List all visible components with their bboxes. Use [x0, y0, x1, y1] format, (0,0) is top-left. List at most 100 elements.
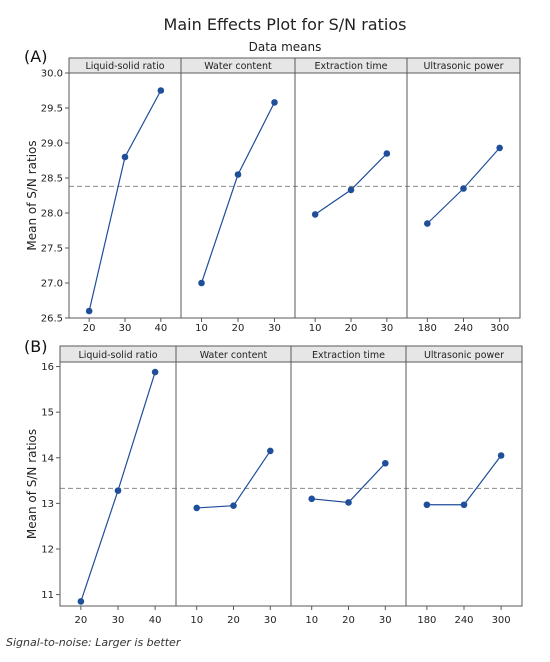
- y-tick-label: 29.0: [41, 139, 63, 150]
- data-point: [230, 502, 237, 509]
- x-tick-label: 30: [264, 615, 277, 626]
- data-point: [460, 185, 467, 192]
- x-tick-label: 40: [149, 615, 162, 626]
- panel-label: (A): [24, 47, 47, 66]
- y-tick-label: 28.0: [41, 209, 63, 220]
- data-point: [382, 459, 389, 467]
- factor-ultrasonic-power: Ultrasonic power 180 240 300: [405, 345, 523, 626]
- data-point: [347, 186, 355, 194]
- data-point: [114, 487, 122, 494]
- data-point: [496, 144, 503, 152]
- plot-frame: [405, 361, 523, 607]
- strip-label: Extraction time: [315, 61, 388, 72]
- series-line: [314, 153, 388, 215]
- factor-water-content: Water content 10 20 30: [175, 345, 292, 626]
- x-tick-label: 10: [309, 323, 322, 334]
- data-point: [267, 447, 274, 455]
- footnote: Signal-to-noise: Larger is better: [6, 636, 181, 649]
- x-tick-label: 20: [342, 615, 355, 626]
- x-tick-label: 300: [490, 323, 509, 334]
- plot-frame: [406, 72, 521, 319]
- data-point: [271, 99, 278, 106]
- y-tick-label: 26.5: [41, 314, 63, 325]
- panel-label: (B): [24, 337, 47, 356]
- plot-frame: [175, 361, 292, 607]
- plot-frame: [294, 72, 408, 319]
- data-point: [460, 501, 468, 509]
- panel-b: (B) Mean of S/N ratios 11 12 13 14 15 16 Liquid-…: [24, 337, 523, 626]
- y-tick-label: 28.5: [41, 174, 63, 185]
- data-point: [345, 499, 352, 506]
- factor-liquid-solid-ratio: Liquid-solid ratio 20 30 40: [68, 57, 182, 334]
- y-tick-label: 13: [41, 499, 54, 510]
- series-line: [196, 450, 271, 509]
- x-tick-label: 20: [83, 323, 96, 334]
- series-line: [200, 102, 276, 284]
- strip-label: Liquid-solid ratio: [85, 61, 164, 72]
- y-axis-label: Mean of S/N ratios: [25, 140, 39, 250]
- y-tick-label: 15: [41, 408, 54, 419]
- data-point: [308, 495, 316, 503]
- x-tick-label: 10: [195, 323, 208, 334]
- x-tick-label: 30: [268, 323, 281, 334]
- plot-frame: [290, 361, 407, 607]
- data-point: [424, 220, 431, 227]
- x-tick-label: 180: [418, 323, 437, 334]
- series-line: [311, 462, 386, 504]
- data-point: [151, 368, 159, 376]
- strip-label: Water content: [200, 350, 268, 361]
- factor-water-content: Water content 10 20 30: [180, 57, 296, 334]
- x-tick-label: 20: [345, 323, 358, 334]
- x-tick-label: 30: [119, 323, 132, 334]
- x-tick-label: 240: [454, 615, 473, 626]
- y-axis-label: Mean of S/N ratios: [25, 429, 39, 539]
- y-tick-label: 16: [41, 362, 54, 373]
- data-point: [497, 452, 505, 459]
- data-point: [234, 171, 242, 178]
- y-tick-label: 27.5: [41, 244, 63, 255]
- data-point: [121, 153, 129, 161]
- series-line: [88, 90, 162, 312]
- x-tick-label: 40: [154, 323, 167, 334]
- x-tick-label: 10: [190, 615, 203, 626]
- data-point: [423, 501, 431, 509]
- strip-label: Ultrasonic power: [424, 350, 504, 361]
- x-tick-label: 240: [454, 323, 473, 334]
- plot-frame: [180, 72, 296, 319]
- data-point: [383, 150, 391, 157]
- panel-a: (A) Mean of S/N ratios 26.5 27.0 27.5 28.0 28.…: [24, 47, 521, 334]
- series-line: [426, 455, 502, 506]
- x-tick-label: 10: [305, 615, 318, 626]
- strip-label: Extraction time: [312, 350, 385, 361]
- factor-ultrasonic-power: Ultrasonic power 180 240 300: [406, 57, 521, 334]
- series-line: [80, 371, 156, 602]
- y-tick-label: 29.5: [41, 104, 63, 115]
- data-point: [193, 504, 200, 512]
- strip-label: Ultrasonic power: [423, 61, 503, 72]
- strip-label: Liquid-solid ratio: [78, 350, 157, 361]
- x-tick-label: 30: [379, 615, 392, 626]
- plot-frame: [59, 361, 177, 607]
- data-point: [311, 211, 319, 218]
- y-tick-label: 27.0: [41, 279, 63, 290]
- factor-extraction-time: Extraction time 10 20 30: [294, 57, 408, 334]
- plot-frame: [68, 72, 182, 319]
- x-tick-label: 20: [227, 615, 240, 626]
- y-tick-label: 12: [41, 544, 54, 555]
- x-tick-label: 20: [75, 615, 88, 626]
- factor-liquid-solid-ratio: Liquid-solid ratio 20 30 40: [59, 345, 177, 626]
- x-tick-label: 20: [232, 323, 245, 334]
- data-point: [85, 307, 93, 315]
- data-point: [77, 598, 85, 605]
- x-tick-label: 300: [492, 615, 511, 626]
- panels: (A) Mean of S/N ratios 26.5 27.0 27.5 28.0 28.…: [24, 47, 523, 626]
- factor-extraction-time: Extraction time 10 20 30: [290, 345, 407, 626]
- data-point: [157, 87, 165, 94]
- y-tick-label: 30.0: [41, 69, 63, 80]
- chart-subtitle: Data means: [249, 40, 322, 54]
- chart-title: Main Effects Plot for S/N ratios: [164, 15, 407, 34]
- strip-label: Water content: [204, 61, 272, 72]
- x-tick-label: 30: [112, 615, 125, 626]
